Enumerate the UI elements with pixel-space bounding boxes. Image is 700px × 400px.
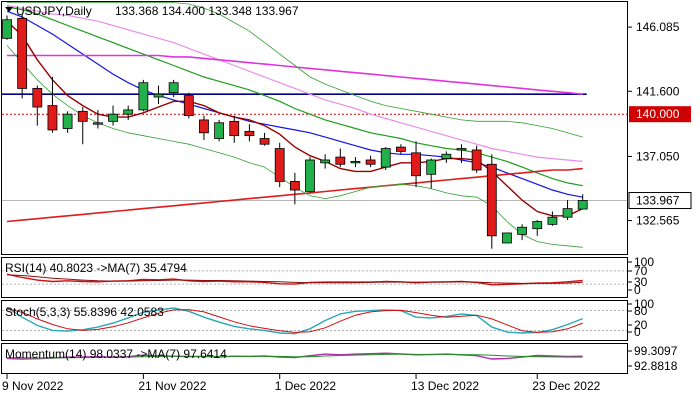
candle-down (199, 119, 209, 134)
candle-up (214, 122, 225, 139)
candle-up (502, 232, 512, 244)
candle-down (289, 181, 300, 191)
ma_green-line (6, 6, 583, 187)
candle-down (77, 110, 88, 122)
ohlc-label: 133.368 134.400 133.348 133.967 (115, 4, 299, 18)
candle-up (320, 159, 331, 164)
momentum-panel-frame (1, 343, 628, 374)
ma_dark-line (6, 20, 584, 217)
indicator-layer (2, 270, 627, 360)
y-tick-label: 137.050 (636, 149, 680, 163)
candle-up (577, 200, 588, 210)
candle-up (123, 109, 134, 115)
rsi-series-line (6, 274, 583, 284)
candle-down (335, 156, 346, 165)
candle-up (350, 161, 361, 164)
candle-down (183, 95, 194, 117)
candle-up (168, 82, 179, 94)
stoch-panel-frame (1, 300, 628, 341)
level-price-box (629, 106, 691, 123)
x-tick-label: 21 Nov 2022 (138, 379, 206, 393)
chart-header: USDJPY,Daily 133.368 134.400 133.348 133… (5, 4, 299, 18)
candle-up (108, 113, 118, 122)
y-tick-label: 132.565 (636, 214, 680, 228)
candle-up (2, 19, 12, 39)
stoch-label: Stoch(5,3,3) 55.8396 42.0583 (5, 305, 164, 319)
candle-up (93, 122, 103, 125)
mom-tick-label: 92.8818 (634, 359, 678, 373)
candle-up (380, 148, 391, 168)
y-tick-label: 146.085 (636, 20, 680, 34)
axis-layer: 146.085 141.600 137.050 132.565 140.000 133.9… (2, 20, 692, 393)
candle-down (32, 88, 43, 108)
rsi-label: RSI(14) 40.8023 ->MA(7) 35.4794 (5, 261, 187, 275)
symbol-label: USDJPY,Daily (16, 4, 92, 18)
stoch-series-line (6, 308, 583, 333)
rsi-panel-frame (1, 257, 628, 298)
x-tick-label: 23 Dec 2022 (532, 379, 600, 393)
candle-up (562, 208, 573, 218)
candle-up (547, 216, 558, 225)
rsi-tick-label: 0 (634, 283, 641, 297)
rsi-tick-label: 70 (634, 264, 648, 278)
candle-up (62, 113, 73, 129)
y-tick-label: 141.600 (636, 84, 680, 98)
rsi-series-line (6, 273, 583, 286)
candle-down (274, 148, 285, 182)
current-price-label: 133.967 (636, 194, 680, 208)
mom-series-line (6, 353, 583, 359)
candle-up (441, 153, 452, 159)
candle-up (456, 148, 467, 151)
candle-up (517, 226, 527, 235)
x-tick-label: 13 Dec 2022 (411, 379, 479, 393)
candle-down (259, 138, 270, 145)
candle-down (471, 149, 482, 171)
candle-up (138, 82, 149, 111)
candle-up (426, 159, 437, 175)
rsi-tick-label: 30 (634, 275, 648, 289)
x-tick-label: 9 Nov 2022 (2, 379, 64, 393)
candle-down (244, 130, 255, 137)
candle-down (17, 17, 28, 89)
candle-up (305, 159, 315, 192)
ma_violet-line (7, 54, 583, 95)
rsi-tick-label: 100 (634, 255, 654, 269)
ma_pink-line (6, 4, 583, 162)
mom-tick-label: 99.3097 (634, 344, 678, 358)
x-tick-label: 1 Dec 2022 (275, 379, 337, 393)
candle-up (532, 221, 543, 230)
candle-down (486, 163, 497, 237)
candle-down (411, 152, 421, 177)
momentum-label: Momentum(14) 98.0337 ->MA(7) 97.6414 (5, 347, 227, 361)
candle-down (229, 120, 240, 137)
mom-series-line (6, 352, 583, 360)
candle-up (153, 93, 164, 98)
stoch-tick-label: 80 (634, 304, 648, 318)
stoch-tick-label: 100 (634, 297, 654, 311)
stoch-tick-label: 0 (634, 325, 641, 339)
candle-down (365, 159, 376, 165)
candle-down (47, 105, 58, 131)
main-panel-frame (1, 1, 628, 255)
band_upper-line (7, 2, 583, 138)
candle-down (395, 146, 406, 152)
current-price-box (628, 192, 692, 210)
stoch-tick-label: 20 (634, 318, 648, 332)
stoch-series-line (6, 306, 583, 335)
main-series-layer (2, 2, 627, 249)
ma_blue-line (6, 10, 583, 198)
header-dropdown-icon[interactable] (5, 7, 13, 12)
level-price-label: 140.000 (636, 107, 680, 121)
